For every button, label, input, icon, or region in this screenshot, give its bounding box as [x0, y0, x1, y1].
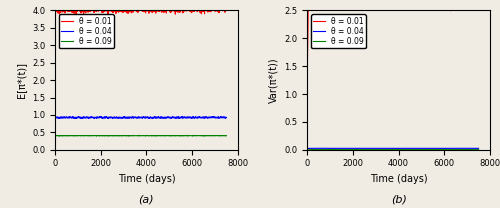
- θ = 0.01: [63, 7, 69, 9]
- θ = 0.04: [342, 147, 348, 150]
- θ = 0.09: [63, 134, 69, 137]
- θ = 0.09: [56, 135, 62, 137]
- θ = 0.04: [224, 116, 230, 119]
- θ = 0.01: [52, 128, 58, 130]
- Y-axis label: Var(π*(t)): Var(π*(t)): [269, 57, 279, 103]
- θ = 0.09: [105, 135, 111, 137]
- Line: θ = 0.04: θ = 0.04: [55, 117, 226, 129]
- θ = 0.04: [111, 116, 117, 119]
- θ = 0.04: [316, 147, 322, 150]
- Legend: θ = 0.01, θ = 0.04, θ = 0.09: θ = 0.01, θ = 0.04, θ = 0.09: [59, 14, 114, 48]
- θ = 0.09: [304, 148, 310, 151]
- Y-axis label: E[π*(t)]: E[π*(t)]: [16, 62, 26, 98]
- θ = 0.04: [122, 115, 128, 118]
- θ = 0.09: [444, 148, 450, 151]
- θ = 0.09: [315, 148, 321, 151]
- θ = 0.04: [56, 116, 62, 119]
- θ = 0.01: [90, 9, 96, 11]
- Line: θ = 0.01: θ = 0.01: [55, 0, 226, 129]
- θ = 0.09: [316, 148, 322, 151]
- θ = 0.09: [308, 148, 314, 151]
- θ = 0.09: [476, 148, 482, 151]
- θ = 0.04: [379, 147, 385, 150]
- θ = 0.09: [90, 134, 96, 137]
- θ = 0.01: [192, 10, 198, 12]
- θ = 0.04: [315, 147, 321, 150]
- θ = 0.04: [127, 116, 133, 119]
- θ = 0.01: [127, 7, 133, 10]
- θ = 0.09: [342, 148, 348, 151]
- θ = 0.09: [379, 148, 385, 151]
- Line: θ = 0.09: θ = 0.09: [55, 129, 226, 136]
- θ = 0.09: [364, 148, 370, 151]
- θ = 0.04: [52, 128, 58, 130]
- Text: (b): (b): [390, 194, 406, 204]
- θ = 0.01: [224, 7, 230, 10]
- θ = 0.09: [192, 134, 198, 137]
- θ = 0.09: [384, 148, 390, 151]
- θ = 0.04: [90, 116, 96, 119]
- θ = 0.04: [304, 147, 310, 150]
- X-axis label: Time (days): Time (days): [118, 174, 175, 184]
- θ = 0.04: [63, 116, 69, 119]
- θ = 0.01: [56, 9, 62, 12]
- X-axis label: Time (days): Time (days): [370, 174, 428, 184]
- θ = 0.04: [308, 147, 314, 150]
- θ = 0.01: [111, 3, 117, 6]
- θ = 0.09: [111, 134, 117, 137]
- θ = 0.09: [224, 134, 230, 137]
- θ = 0.09: [52, 128, 58, 130]
- θ = 0.09: [127, 134, 133, 137]
- Line: θ = 0.01: θ = 0.01: [307, 0, 478, 79]
- Text: (a): (a): [138, 194, 154, 204]
- θ = 0.04: [476, 147, 482, 150]
- θ = 0.04: [192, 116, 198, 119]
- θ = 0.04: [444, 147, 450, 150]
- Line: θ = 0.04: θ = 0.04: [307, 148, 478, 149]
- θ = 0.01: [304, 78, 310, 80]
- θ = 0.04: [364, 147, 370, 150]
- Legend: θ = 0.01, θ = 0.04, θ = 0.09: θ = 0.01, θ = 0.04, θ = 0.09: [311, 14, 366, 48]
